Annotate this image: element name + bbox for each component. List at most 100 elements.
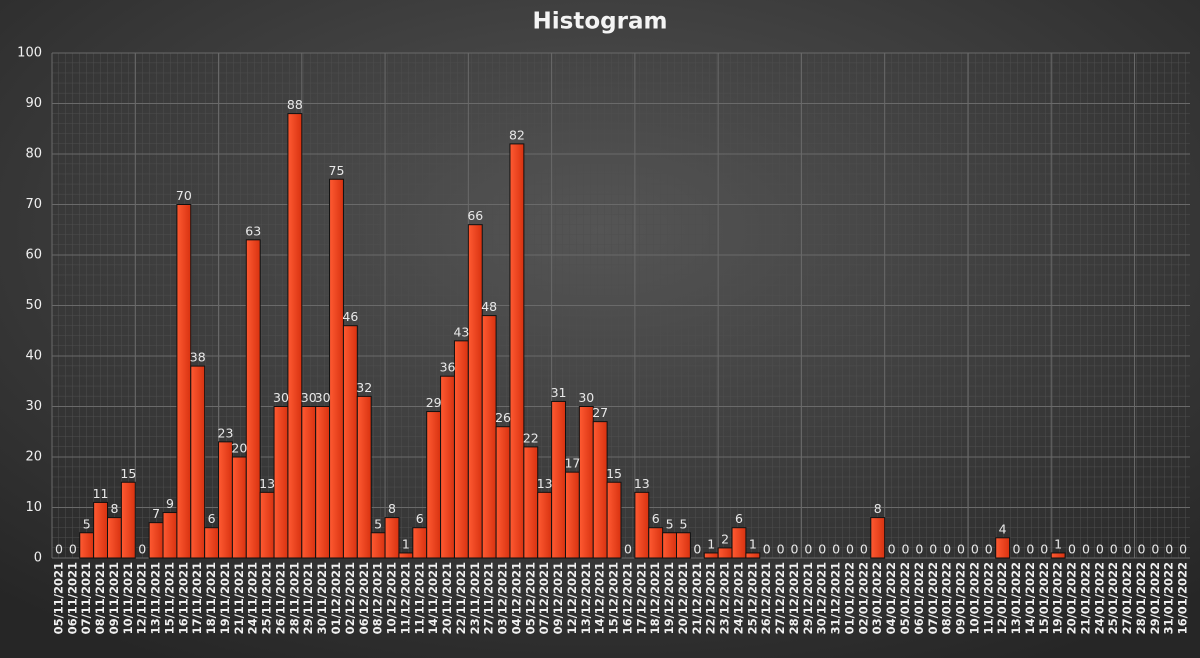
value-label: 0 [915, 542, 923, 557]
bar [398, 552, 414, 559]
x-tick-label: 27/01/2022 [1120, 562, 1134, 634]
bar [218, 441, 233, 559]
value-label: 30 [301, 390, 317, 405]
x-tick-label: 08/01/2022 [940, 562, 954, 634]
value-label: 0 [929, 542, 937, 557]
x-tick-label: 07/12/2021 [537, 562, 551, 634]
x-tick-label: 16/12/2021 [620, 562, 634, 634]
x-tick-label: 05/11/2021 [51, 562, 65, 634]
value-label: 5 [666, 516, 674, 531]
bar [190, 365, 206, 559]
value-label: 5 [83, 516, 91, 531]
value-label: 1 [749, 536, 757, 551]
bar [731, 527, 747, 559]
bar [634, 491, 650, 559]
x-tick-label: 14/01/2022 [1023, 562, 1037, 634]
x-tick-label: 11/12/2021 [398, 562, 412, 634]
x-tick-label: 11/01/2022 [981, 562, 995, 634]
value-label: 48 [481, 299, 497, 314]
bar [301, 406, 317, 559]
x-tick-label: 06/12/2021 [357, 562, 371, 634]
value-label: 6 [735, 511, 743, 526]
bar [93, 501, 109, 559]
value-label: 43 [453, 324, 469, 339]
value-label: 0 [790, 542, 798, 557]
value-label: 22 [523, 430, 539, 445]
x-tick-label: 18/12/2021 [648, 562, 662, 634]
x-tick-label: 09/12/2021 [551, 562, 565, 634]
x-tick-label: 18/11/2021 [204, 562, 218, 634]
bar [564, 471, 580, 559]
value-label: 13 [259, 476, 275, 491]
x-tick-label: 12/12/2021 [565, 562, 579, 634]
bar [676, 532, 691, 559]
value-label: 46 [342, 309, 358, 324]
value-label: 0 [804, 542, 812, 557]
value-label: 0 [832, 542, 840, 557]
x-tick-label: 16/11/2021 [176, 562, 190, 634]
x-tick-label: 14/11/2021 [426, 562, 440, 634]
bar [995, 537, 1011, 559]
x-tick-label: 22/12/2021 [704, 562, 718, 634]
value-label: 0 [1124, 542, 1132, 557]
value-label: 8 [874, 501, 882, 516]
x-tick-label: 15/12/2021 [607, 562, 621, 634]
value-label: 0 [1179, 542, 1187, 557]
bar [245, 239, 261, 559]
x-tick-label: 04/12/2021 [509, 562, 523, 634]
value-label: 8 [110, 501, 118, 516]
bar [523, 446, 539, 559]
value-label: 0 [971, 542, 979, 557]
x-tick-label: 03/12/2021 [496, 562, 510, 634]
x-tick-label: 04/01/2022 [884, 562, 898, 634]
bars [79, 113, 1066, 559]
value-label: 6 [416, 511, 424, 526]
x-tick-label: 09/01/2022 [954, 562, 968, 634]
x-tick-label: 10/11/2021 [121, 562, 135, 634]
value-label: 0 [69, 542, 77, 557]
value-label: 0 [55, 542, 63, 557]
bar [606, 481, 622, 559]
x-tick-label: 19/11/2021 [218, 562, 232, 634]
value-label: 0 [860, 542, 868, 557]
bar [717, 547, 733, 559]
x-tick-label: 29/01/2022 [1148, 562, 1162, 634]
y-tick-label: 10 [25, 500, 42, 515]
x-tick-label: 06/11/2021 [65, 562, 79, 634]
y-tick-label: 100 [17, 46, 42, 61]
x-tick-label: 21/01/2022 [1078, 562, 1092, 634]
x-tick-label: 30/12/2021 [815, 562, 829, 634]
x-tick-label: 28/01/2022 [1134, 562, 1148, 634]
bar [509, 143, 525, 559]
value-label: 31 [551, 385, 567, 400]
value-label: 0 [1110, 542, 1118, 557]
bar [495, 426, 511, 559]
value-label: 0 [818, 542, 826, 557]
x-tick-label: 12/11/2021 [135, 562, 149, 634]
bar [426, 411, 442, 559]
value-label: 9 [166, 496, 174, 511]
x-tick-label: 17/11/2021 [190, 562, 204, 634]
x-tick-label: 11/11/2021 [412, 562, 426, 634]
x-tick-label: 01/01/2022 [842, 562, 856, 634]
bar [370, 532, 386, 559]
x-tick-label: 20/11/2021 [440, 562, 454, 634]
bar [384, 517, 400, 559]
x-tick-label: 12/01/2022 [995, 562, 1009, 634]
y-tick-label: 0 [34, 551, 42, 566]
x-tick-label: 10/01/2022 [967, 562, 981, 634]
bar [148, 522, 164, 559]
value-label: 32 [356, 380, 372, 395]
x-tick-label: 25/01/2022 [1106, 562, 1120, 634]
bar [315, 406, 331, 559]
bar [342, 325, 358, 559]
value-label: 38 [190, 350, 206, 365]
x-tick-label: 24/11/2021 [246, 562, 260, 634]
x-tick-label: 05/01/2022 [898, 562, 912, 634]
x-tick-label: 21/11/2021 [232, 562, 246, 634]
value-label: 75 [329, 163, 345, 178]
value-label: 0 [957, 542, 965, 557]
value-label: 27 [592, 405, 608, 420]
value-label: 13 [537, 476, 553, 491]
x-tick-label: 02/01/2022 [856, 562, 870, 634]
